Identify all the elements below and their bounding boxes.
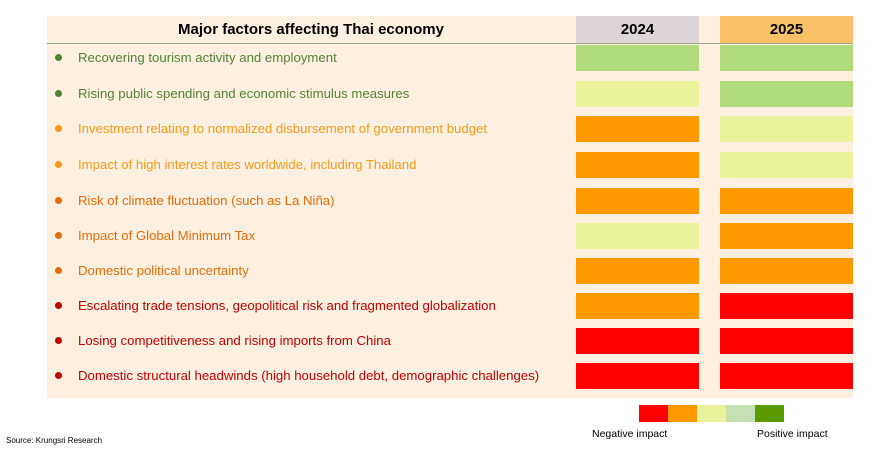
factor-label-text: Domestic structural headwinds (high hous… (78, 368, 540, 383)
bullet-icon (55, 125, 62, 133)
impact-cell-2025 (720, 223, 853, 249)
column-header-2025: 2025 (720, 16, 853, 43)
chart-panel (47, 16, 853, 398)
bullet-icon (55, 197, 62, 205)
legend-positive-label: Positive impact (757, 428, 828, 440)
title-divider (47, 43, 853, 44)
legend-swatch (726, 405, 755, 422)
bullet-icon (55, 54, 62, 62)
impact-cell-2024 (576, 328, 699, 354)
bullet-icon (55, 232, 62, 240)
legend-swatch (639, 405, 668, 422)
chart-title: Major factors affecting Thai economy (178, 21, 444, 38)
factor-row-label: Domestic political uncertainty (55, 260, 249, 282)
impact-cell-2024 (576, 363, 699, 389)
factor-row-label: Recovering tourism activity and employme… (55, 47, 337, 69)
factor-row-label: Rising public spending and economic stim… (55, 83, 409, 105)
impact-cell-2024 (576, 81, 699, 107)
impact-cell-2025 (720, 188, 853, 214)
impact-cell-2024 (576, 188, 699, 214)
bullet-icon (55, 267, 62, 275)
impact-cell-2025 (720, 293, 853, 319)
legend-negative-label: Negative impact (592, 428, 668, 440)
factor-label-text: Escalating trade tensions, geopolitical … (78, 298, 496, 313)
factor-label-text: Domestic political uncertainty (78, 263, 249, 278)
legend-swatch (755, 405, 784, 422)
factor-row-label: Losing competitiveness and rising import… (55, 330, 391, 352)
bullet-icon (55, 161, 62, 169)
bullet-icon (55, 90, 62, 98)
impact-cell-2024 (576, 258, 699, 284)
factor-row-label: Risk of climate fluctuation (such as La … (55, 190, 335, 212)
bullet-icon (55, 372, 62, 380)
impact-cell-2025 (720, 328, 853, 354)
factor-label-text: Recovering tourism activity and employme… (78, 50, 337, 65)
factor-label-text: Rising public spending and economic stim… (78, 86, 410, 101)
legend-swatch (697, 405, 726, 422)
impact-cell-2024 (576, 223, 699, 249)
factor-row-label: Domestic structural headwinds (high hous… (55, 365, 539, 387)
impact-cell-2025 (720, 81, 853, 107)
impact-cell-2025 (720, 363, 853, 389)
impact-cell-2025 (720, 258, 853, 284)
factor-row-label: Escalating trade tensions, geopolitical … (55, 295, 496, 317)
factor-row-label: Investment relating to normalized disbur… (55, 118, 487, 140)
bullet-icon (55, 302, 62, 310)
impact-cell-2024 (576, 45, 699, 71)
impact-cell-2024 (576, 152, 699, 178)
factor-row-label: Impact of high interest rates worldwide,… (55, 154, 416, 176)
factor-row-label: Impact of Global Minimum Tax (55, 225, 255, 247)
impact-cell-2025 (720, 116, 853, 142)
factor-label-text: Impact of Global Minimum Tax (78, 228, 256, 243)
factor-label-text: Impact of high interest rates worldwide,… (78, 157, 417, 172)
source-note: Source: Krungsri Research (6, 436, 103, 445)
bullet-icon (55, 337, 62, 345)
column-header-2024: 2024 (576, 16, 699, 43)
impact-cell-2024 (576, 116, 699, 142)
impact-cell-2024 (576, 293, 699, 319)
impact-cell-2025 (720, 45, 853, 71)
factor-label-text: Losing competitiveness and rising import… (78, 333, 391, 348)
impact-cell-2025 (720, 152, 853, 178)
factor-label-text: Investment relating to normalized disbur… (78, 121, 488, 136)
factor-label-text: Risk of climate fluctuation (such as La … (78, 193, 335, 208)
legend-swatch (668, 405, 697, 422)
